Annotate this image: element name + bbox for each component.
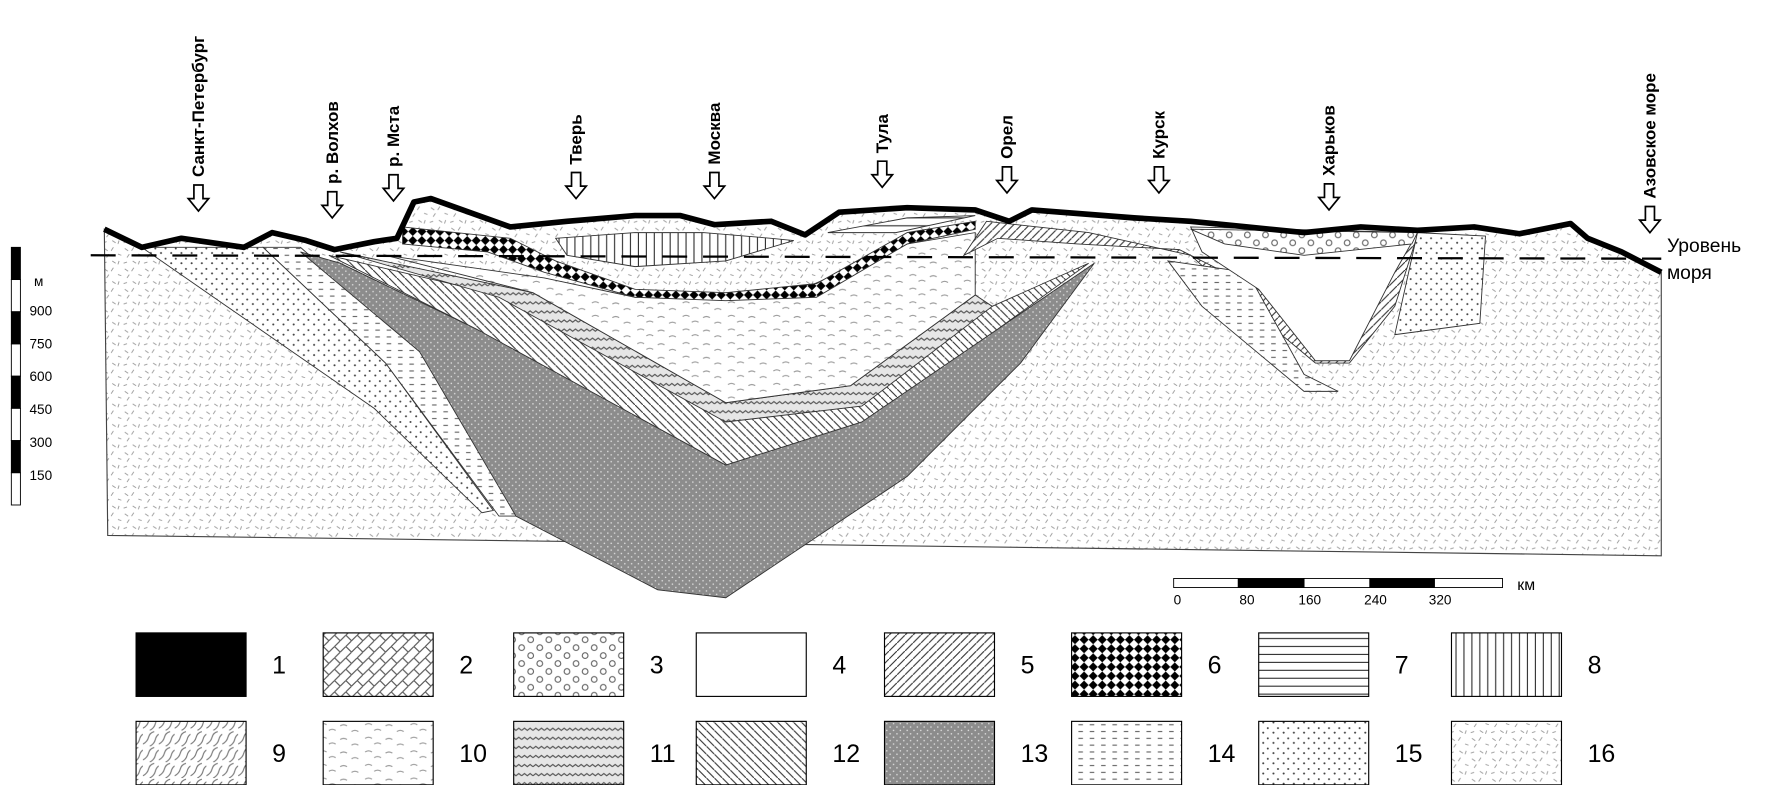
legend-swatch — [1451, 633, 1561, 697]
legend-swatch — [136, 721, 246, 785]
vertical-scale-segment — [11, 247, 20, 279]
legend-swatch — [1072, 721, 1182, 785]
legend-swatch — [885, 633, 995, 697]
legend-number: 6 — [1208, 652, 1222, 680]
location-label: р. Мста — [384, 105, 403, 167]
horizontal-scale-unit: км — [1517, 577, 1535, 594]
legend-number: 4 — [832, 652, 846, 680]
vertical-scale-segment — [11, 344, 20, 376]
sea-level-label: Уровень — [1667, 236, 1741, 257]
vertical-scale-segment — [11, 441, 20, 473]
location-label: Орел — [998, 115, 1017, 159]
vertical-scale-segment — [11, 280, 20, 312]
legend-swatch — [514, 633, 624, 697]
vertical-scale-tick: 300 — [29, 435, 52, 450]
legend-number: 7 — [1395, 652, 1409, 680]
location-arrow — [188, 185, 208, 211]
vertical-scale-tick: 150 — [29, 468, 52, 483]
sea-level-label: моря — [1667, 263, 1712, 284]
vertical-scale-tick: 900 — [29, 303, 52, 318]
legend-swatch — [136, 633, 246, 697]
location-arrow — [1149, 167, 1169, 193]
legend-swatch — [514, 721, 624, 785]
vertical-scale-tick: 600 — [29, 369, 52, 384]
location-label: Тула — [873, 113, 892, 153]
location-label: Москва — [705, 102, 724, 165]
legend-swatch — [885, 721, 995, 785]
legend-swatch — [1259, 633, 1369, 697]
legend-number: 2 — [459, 652, 473, 680]
horizontal-scale-tick: 0 — [1174, 593, 1182, 608]
location-arrow — [1640, 207, 1660, 233]
legend-number: 14 — [1208, 740, 1236, 768]
horizontal-scale-segment — [1238, 578, 1304, 587]
legend-number: 11 — [650, 740, 676, 768]
cross-section-figure: Уровень моря Санкт-Петербург р. Волхов р. Мс… — [0, 0, 1769, 785]
horizontal-scale-segment — [1174, 578, 1239, 587]
location-arrow — [322, 192, 342, 218]
horizontal-scale-segment — [1370, 578, 1435, 587]
location-arrow — [997, 167, 1017, 193]
location-label: Тверь — [567, 114, 586, 164]
location-label: Азовское море — [1641, 73, 1660, 199]
location-label: Санкт-Петербург — [189, 36, 208, 177]
legend-swatch — [323, 721, 433, 785]
horizontal-scale-tick: 240 — [1364, 593, 1387, 608]
page: Уровень моря Санкт-Петербург р. Волхов р. Мс… — [0, 0, 1769, 785]
location-label: Харьков — [1320, 105, 1339, 176]
location-arrow — [872, 161, 892, 187]
cross-section — [91, 199, 1662, 598]
legend-swatch — [1451, 721, 1561, 785]
vertical-scale-segment — [11, 408, 20, 440]
location-arrow — [566, 173, 586, 199]
legend-swatch — [1072, 633, 1182, 697]
vertical-scale-unit: м — [34, 274, 43, 289]
legend-swatch — [696, 633, 806, 697]
location-arrow — [383, 175, 403, 201]
horizontal-scale-segment — [1304, 578, 1370, 587]
horizontal-scale-tick: 80 — [1239, 593, 1255, 608]
location-arrow — [1319, 184, 1339, 210]
legend-number: 1 — [272, 652, 286, 680]
location-label: р. Волхов — [323, 101, 342, 184]
legend-number: 12 — [832, 740, 860, 768]
horizontal-scale-tick: 160 — [1298, 593, 1321, 608]
location-label: Курск — [1150, 110, 1169, 158]
legend-number: 9 — [272, 740, 286, 768]
legend-number: 3 — [650, 652, 664, 680]
vertical-scale-segment — [11, 473, 20, 505]
vertical-scale-tick: 750 — [29, 336, 52, 351]
legend-number: 10 — [459, 740, 487, 768]
legend-swatch — [696, 721, 806, 785]
horizontal-scale-tick: 320 — [1429, 593, 1452, 608]
legend-number: 16 — [1588, 740, 1616, 768]
location-arrow — [704, 173, 724, 199]
legend-number: 8 — [1588, 652, 1602, 680]
legend-number: 15 — [1395, 740, 1423, 768]
legend-swatch — [1259, 721, 1369, 785]
vertical-scale-tick: 450 — [29, 402, 52, 417]
legend-swatch — [323, 633, 433, 697]
legend-number: 13 — [1021, 740, 1049, 768]
vertical-scale-segment — [11, 376, 20, 408]
legend-number: 5 — [1021, 652, 1035, 680]
horizontal-scale-segment — [1434, 578, 1502, 587]
vertical-scale-segment — [11, 312, 20, 344]
